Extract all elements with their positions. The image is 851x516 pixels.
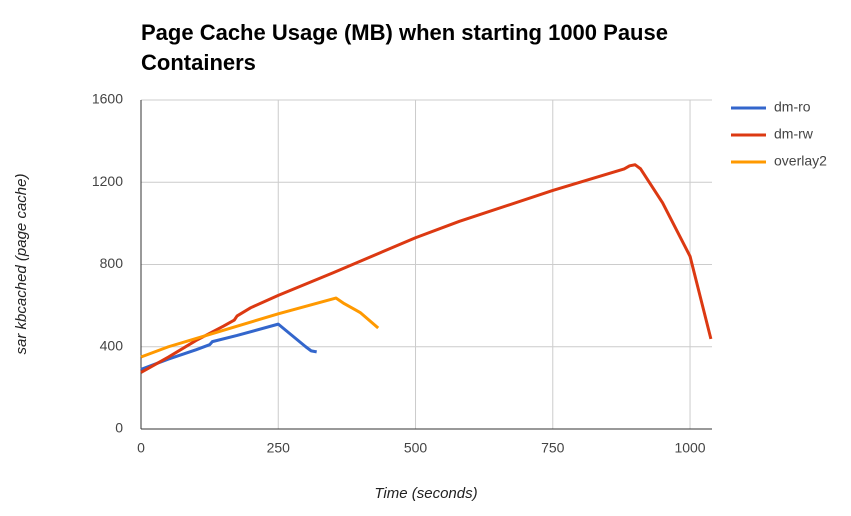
series-line <box>140 322 317 371</box>
x-tick-label: 750 <box>541 440 565 456</box>
legend-label: overlay2 <box>774 153 827 169</box>
x-tick-label: 0 <box>137 440 145 456</box>
y-tick-label: 1600 <box>92 91 123 107</box>
series-line <box>140 296 380 359</box>
y-tick-label: 1200 <box>92 173 123 189</box>
y-tick-label: 800 <box>100 255 124 271</box>
legend-label: dm-rw <box>774 126 814 142</box>
legend-label: dm-ro <box>774 99 811 115</box>
x-axis-title: Time (seconds) <box>374 485 477 502</box>
x-tick-label: 250 <box>267 440 291 456</box>
x-tick-label: 500 <box>404 440 428 456</box>
y-axis-title: sar kbcached (page cache) <box>13 174 30 355</box>
series-line <box>140 163 713 374</box>
y-tick-label: 400 <box>100 337 124 353</box>
chart-title: Page Cache Usage (MB) when starting 1000… <box>141 20 668 75</box>
x-tick-label: 1000 <box>674 440 705 456</box>
y-tick-label: 0 <box>115 420 123 436</box>
